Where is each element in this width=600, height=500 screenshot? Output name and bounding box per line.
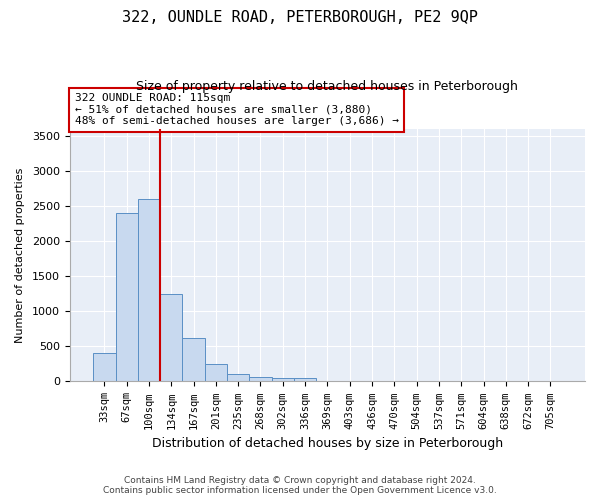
Y-axis label: Number of detached properties: Number of detached properties xyxy=(15,168,25,343)
Bar xyxy=(205,364,227,382)
Bar xyxy=(93,354,116,382)
Bar xyxy=(138,199,160,382)
Text: 322 OUNDLE ROAD: 115sqm
← 51% of detached houses are smaller (3,880)
48% of semi: 322 OUNDLE ROAD: 115sqm ← 51% of detache… xyxy=(75,93,399,126)
Bar xyxy=(182,338,205,382)
Text: 322, OUNDLE ROAD, PETERBOROUGH, PE2 9QP: 322, OUNDLE ROAD, PETERBOROUGH, PE2 9QP xyxy=(122,10,478,25)
Bar xyxy=(116,213,138,382)
Bar xyxy=(272,378,294,382)
Bar xyxy=(294,378,316,382)
Bar xyxy=(250,377,272,382)
Bar xyxy=(160,294,182,382)
Title: Size of property relative to detached houses in Peterborough: Size of property relative to detached ho… xyxy=(136,80,518,93)
Bar xyxy=(227,374,250,382)
Text: Contains HM Land Registry data © Crown copyright and database right 2024.
Contai: Contains HM Land Registry data © Crown c… xyxy=(103,476,497,495)
X-axis label: Distribution of detached houses by size in Peterborough: Distribution of detached houses by size … xyxy=(152,437,503,450)
